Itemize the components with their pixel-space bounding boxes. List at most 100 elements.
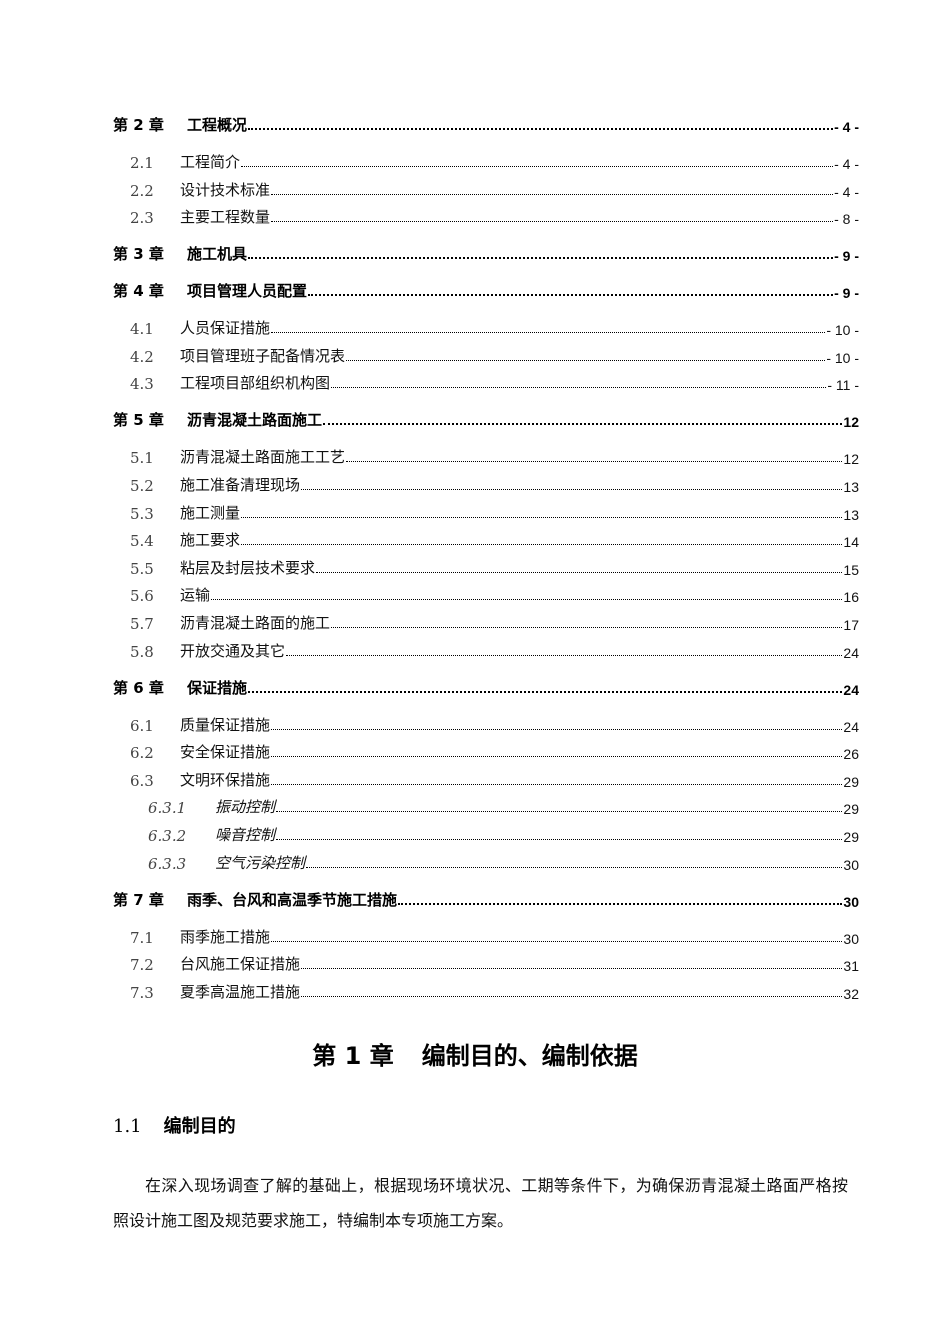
dot-leader bbox=[346, 359, 826, 361]
toc-entry[interactable]: 6.2 安全保证措施 26 bbox=[113, 740, 859, 762]
toc-entry-page: 24 bbox=[843, 644, 859, 661]
toc-entry-number: 6.1 bbox=[130, 716, 154, 735]
toc-entry-title: 项目管理人员配置 bbox=[187, 282, 308, 301]
dot-leader bbox=[346, 461, 843, 463]
toc-entry[interactable]: 5.7 沥青混凝土路面的施工 17 bbox=[113, 611, 859, 633]
toc-entry[interactable]: 6.3 文明环保措施 29 bbox=[113, 768, 859, 790]
toc-entry-number: 7.3 bbox=[130, 983, 154, 1002]
toc-entry-page: 29 bbox=[843, 801, 859, 818]
toc-entry-title: 粘层及封层技术要求 bbox=[180, 558, 316, 577]
toc-entry[interactable]: 7.2 台风施工保证措施 31 bbox=[113, 952, 859, 974]
toc-entry-page: 17 bbox=[843, 617, 859, 633]
dot-leader bbox=[211, 599, 843, 601]
toc-entry[interactable]: 4.1 人员保证措施 - 10 - bbox=[113, 316, 859, 338]
toc-entry-page: - 10 - bbox=[826, 322, 859, 339]
toc-entry-number: 5.8 bbox=[130, 642, 154, 661]
toc-entry-page: 30 bbox=[843, 856, 859, 873]
toc-entry-title: 沥青混凝土路面施工 bbox=[187, 411, 323, 430]
toc-entry[interactable]: 2.3 主要工程数量 - 8 - bbox=[113, 205, 859, 227]
toc-entry-title: 沥青混凝土路面的施工 bbox=[180, 614, 331, 632]
toc-entry[interactable]: 6.3.2 噪音控制 29 bbox=[113, 823, 859, 845]
dot-leader bbox=[241, 166, 834, 167]
dot-leader bbox=[301, 968, 843, 970]
dot-leader bbox=[306, 866, 843, 868]
toc-entry[interactable]: 6.3.1 振动控制 29 bbox=[113, 795, 859, 817]
toc-entry-title: 噪音控制 bbox=[215, 826, 276, 844]
dot-leader bbox=[271, 332, 826, 334]
toc-entry[interactable]: 4.2 项目管理班子配备情况表 - 10 - bbox=[113, 344, 859, 366]
toc-entry-page: 30 bbox=[843, 930, 859, 947]
dot-leader bbox=[316, 571, 843, 573]
toc-entry-title: 施工测量 bbox=[180, 503, 241, 522]
toc-entry[interactable]: 5.2 施工准备清理现场 13 bbox=[113, 473, 859, 495]
dot-leader bbox=[276, 839, 843, 840]
toc-entry[interactable]: 第 5 章 沥青混凝土路面施工 12 bbox=[113, 408, 859, 430]
toc-entry-page: 26 bbox=[843, 746, 859, 763]
toc-entry-title: 沥青混凝土路面施工工艺 bbox=[180, 448, 346, 467]
toc-entry-title: 安全保证措施 bbox=[180, 743, 271, 762]
toc-entry-title: 主要工程数量 bbox=[180, 208, 271, 227]
toc-entry[interactable]: 5.1 沥青混凝土路面施工工艺 12 bbox=[113, 445, 859, 467]
toc-entry-number: 6.3.3 bbox=[148, 854, 187, 873]
toc-entry[interactable]: 6.1 质量保证措施 24 bbox=[113, 713, 859, 735]
toc-entry-number: 4.1 bbox=[130, 320, 154, 339]
toc-entry-number: 第 2 章 bbox=[113, 116, 164, 134]
dot-leader bbox=[271, 756, 843, 758]
toc-entry-page: 14 bbox=[843, 534, 859, 551]
toc-entry[interactable]: 7.1 雨季施工措施 30 bbox=[113, 925, 859, 947]
toc-entry-title: 文明环保措施 bbox=[180, 770, 271, 789]
toc-entry-title: 项目管理班子配备情况表 bbox=[180, 346, 346, 365]
toc-entry-number: 7.2 bbox=[130, 956, 154, 975]
dot-leader bbox=[241, 516, 843, 518]
dot-leader bbox=[271, 193, 834, 195]
toc-entry-title: 雨季施工措施 bbox=[180, 927, 271, 946]
toc-entry[interactable]: 第 3 章 施工机具 - 9 - bbox=[113, 242, 859, 264]
toc-entry-number: 5.5 bbox=[130, 559, 154, 578]
toc-entry-page: - 8 - bbox=[834, 211, 859, 228]
toc-entry[interactable]: 6.3.3 空气污染控制 30 bbox=[113, 851, 859, 873]
toc-entry-page: 29 bbox=[843, 829, 859, 845]
dot-leader bbox=[398, 902, 843, 905]
toc-entry-title: 雨季、台风和高温季节施工措施 bbox=[187, 890, 398, 909]
dot-leader bbox=[331, 387, 827, 389]
toc-entry-title: 施工准备清理现场 bbox=[180, 476, 301, 494]
toc-entry-page: 12 bbox=[843, 414, 859, 431]
dot-leader bbox=[271, 940, 843, 942]
toc-entry-number: 6.3.1 bbox=[148, 799, 187, 818]
toc-entry-number: 6.2 bbox=[130, 744, 154, 763]
toc-entry-page: 12 bbox=[843, 451, 859, 468]
toc-entry-title: 运输 bbox=[180, 586, 211, 605]
dot-leader bbox=[248, 690, 843, 693]
dot-leader bbox=[271, 728, 843, 730]
toc-entry-number: 2.3 bbox=[130, 209, 154, 228]
toc-entry[interactable]: 5.5 粘层及封层技术要求 15 bbox=[113, 556, 859, 578]
toc-entry-number: 5.6 bbox=[130, 587, 154, 606]
toc-entry[interactable]: 第 4 章 项目管理人员配置 - 9 - bbox=[113, 279, 859, 301]
toc-entry-page: 30 bbox=[843, 893, 859, 910]
toc-entry[interactable]: 7.3 夏季高温施工措施 32 bbox=[113, 980, 859, 1002]
toc-entry-title: 夏季高温施工措施 bbox=[180, 982, 301, 1001]
toc-entry[interactable]: 5.8 开放交通及其它 24 bbox=[113, 639, 859, 661]
toc-entry-page: 24 bbox=[843, 681, 859, 698]
toc-entry[interactable]: 5.6 运输 16 bbox=[113, 583, 859, 605]
toc-entry[interactable]: 5.3 施工测量 13 bbox=[113, 501, 859, 523]
toc-entry-title: 振动控制 bbox=[215, 798, 276, 817]
dot-leader bbox=[323, 423, 843, 426]
toc-entry-number: 5.4 bbox=[130, 532, 154, 551]
toc-entry[interactable]: 第 6 章 保证措施 24 bbox=[113, 676, 859, 698]
toc-entry[interactable]: 2.1 工程简介 - 4 - bbox=[113, 150, 859, 172]
toc-entry[interactable]: 4.3 工程项目部组织机构图 - 11 - bbox=[113, 371, 859, 393]
toc-entry[interactable]: 第 7 章 雨季、台风和高温季节施工措施 30 bbox=[113, 888, 859, 910]
toc-entry-page: - 10 - bbox=[826, 349, 859, 366]
toc-entry-number: 6.3 bbox=[130, 771, 154, 790]
section-heading: 1.1 编制目的 bbox=[113, 1112, 236, 1138]
toc-entry-page: 31 bbox=[843, 958, 859, 975]
toc-entry[interactable]: 第 2 章 工程概况 - 4 - bbox=[113, 113, 859, 135]
toc-entry[interactable]: 5.4 施工要求 14 bbox=[113, 528, 859, 550]
toc-entry[interactable]: 2.2 设计技术标准 - 4 - bbox=[113, 178, 859, 200]
toc-entry-page: - 4 - bbox=[834, 119, 859, 135]
toc-entry-number: 4.3 bbox=[130, 375, 154, 394]
toc-entry-title: 设计技术标准 bbox=[180, 180, 271, 199]
toc-entry-page: 15 bbox=[843, 561, 859, 578]
toc-entry-number: 5.7 bbox=[130, 615, 154, 633]
